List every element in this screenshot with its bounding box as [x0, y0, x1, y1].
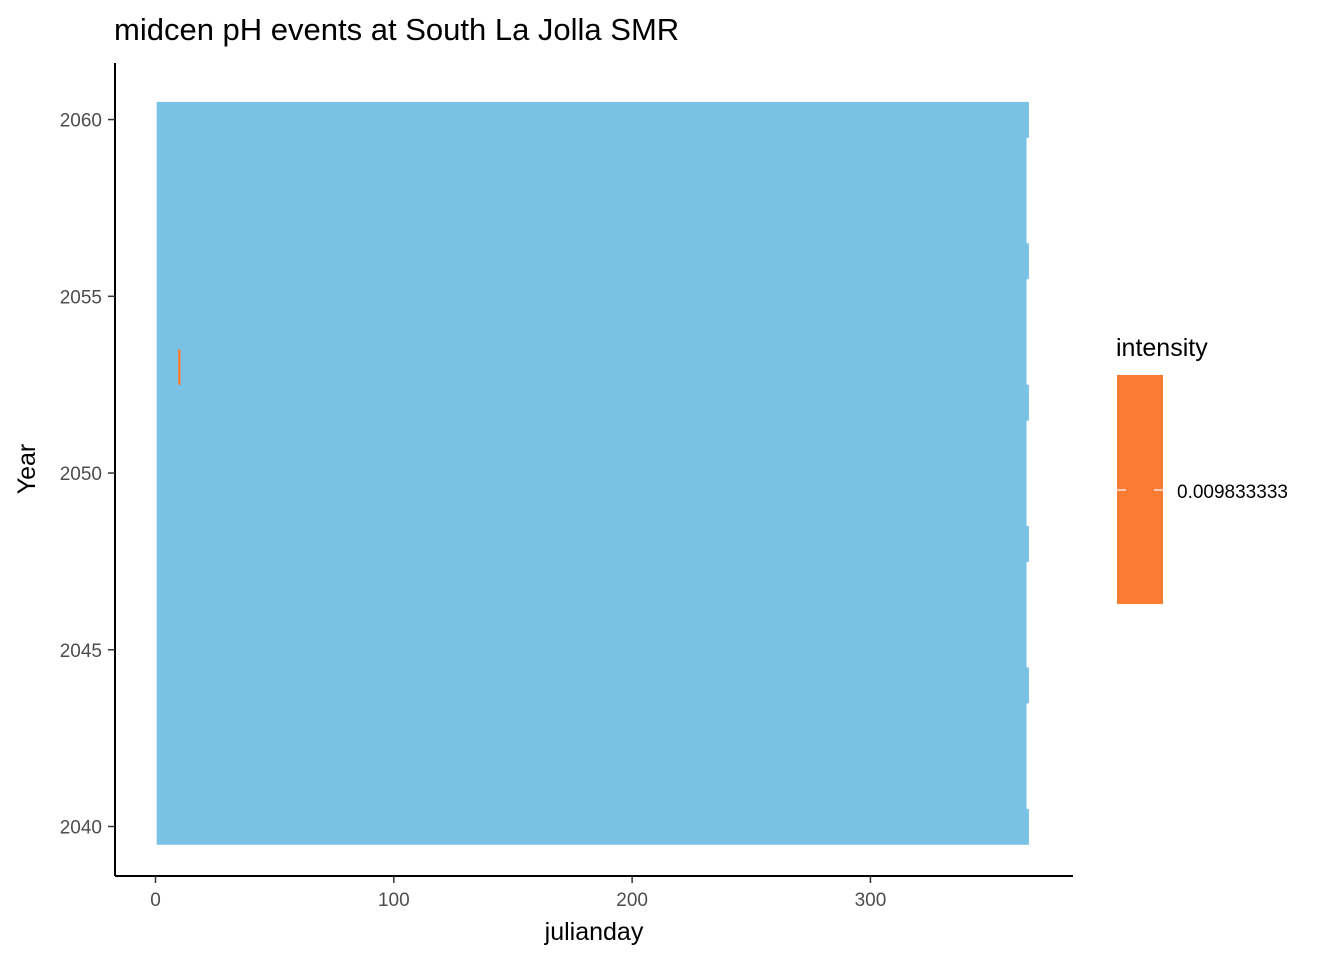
y-axis-title: Year: [13, 444, 41, 495]
x-tick-label-300: 300: [855, 890, 887, 911]
year-row-2043: [157, 703, 1027, 739]
year-row-2059: [157, 137, 1027, 173]
x-axis-ticks: 0 100 200 300: [150, 876, 886, 911]
year-row-2047: [157, 561, 1027, 597]
chart-title: midcen pH events at South La Jolla SMR: [114, 12, 679, 47]
event-tile-0: [178, 349, 180, 384]
y-tick-label-2055: 2055: [60, 287, 102, 308]
x-tick-label-100: 100: [378, 890, 410, 911]
year-row-2052: [157, 385, 1029, 421]
year-row-2041: [157, 773, 1027, 809]
y-axis-ticks: 2040 2045 2050 2055 2060: [60, 111, 115, 839]
y-tick-label-2050: 2050: [60, 464, 102, 485]
year-row-2040: [157, 809, 1029, 845]
year-row-2049: [157, 491, 1027, 527]
x-tick-label-0: 0: [150, 890, 161, 911]
legend: intensity 0.009833333: [1116, 334, 1288, 604]
year-row-2045: [157, 632, 1027, 668]
y-tick-label-2045: 2045: [60, 641, 102, 662]
year-row-2058: [157, 173, 1027, 209]
year-row-2046: [157, 597, 1027, 633]
legend-label: 0.009833333: [1177, 482, 1288, 503]
year-row-2042: [157, 738, 1027, 774]
year-row-2055: [157, 279, 1027, 315]
year-row-2054: [157, 314, 1027, 350]
year-row-2050: [157, 455, 1027, 491]
legend-title: intensity: [1116, 334, 1208, 362]
year-row-2048: [157, 526, 1029, 562]
x-tick-label-200: 200: [616, 890, 648, 911]
year-row-2051: [157, 420, 1027, 456]
year-row-2060: [157, 102, 1029, 138]
y-tick-label-2040: 2040: [60, 818, 102, 839]
plot-panel: [157, 102, 1029, 845]
year-row-2044: [157, 667, 1029, 703]
y-tick-label-2060: 2060: [60, 111, 102, 132]
year-row-2057: [157, 208, 1027, 244]
x-axis-title: julianday: [544, 918, 644, 946]
year-row-2056: [157, 243, 1029, 279]
year-row-2053: [157, 349, 1027, 385]
